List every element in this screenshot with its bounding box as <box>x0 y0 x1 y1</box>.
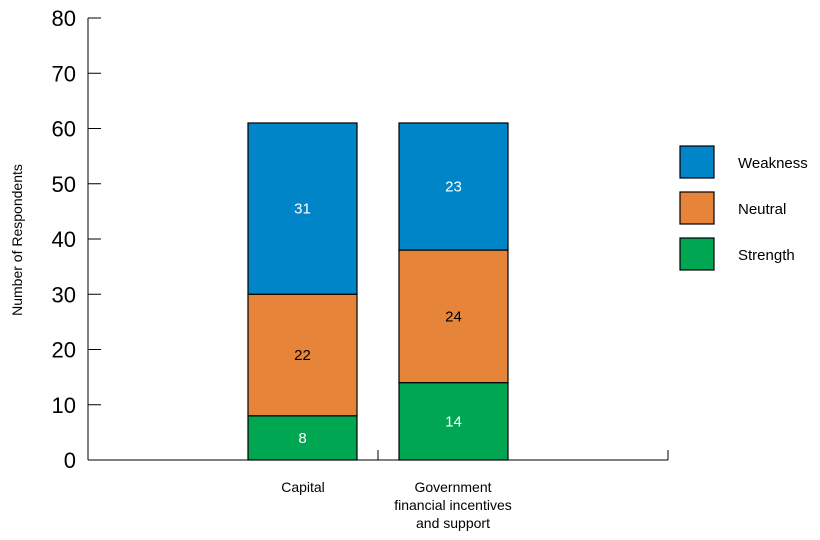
y-tick-label: 40 <box>52 227 76 252</box>
bar-segment-strength <box>398 382 509 461</box>
y-tick-label: 80 <box>52 6 76 31</box>
data-label: 31 <box>294 201 311 218</box>
legend-swatch-weakness <box>679 145 715 179</box>
data-label: 14 <box>445 413 462 430</box>
bar-segment-neutral <box>247 293 358 417</box>
bar-segment-weakness <box>247 122 358 295</box>
legend-swatch-strength <box>679 237 715 271</box>
data-label: 23 <box>445 179 462 196</box>
y-tick-label: 30 <box>52 282 76 307</box>
data-label: 22 <box>294 347 311 364</box>
y-tick-label: 0 <box>64 448 76 473</box>
data-label: 8 <box>298 430 306 447</box>
y-tick-label: 50 <box>52 172 76 197</box>
bars: 8 22 31 14 24 23 <box>247 122 509 461</box>
y-tick-label: 20 <box>52 338 76 363</box>
y-axis-title: Number of Respondents <box>9 164 25 316</box>
bar-segment-neutral <box>398 249 509 384</box>
bar-segment-weakness <box>398 122 509 251</box>
legend-label-strength: Strength <box>738 247 795 264</box>
bar-segment-strength <box>247 415 358 461</box>
legend-swatch-neutral <box>679 191 715 225</box>
data-label: 24 <box>445 308 462 325</box>
x-category-label: Capital <box>281 479 325 495</box>
y-axis-title-text: Number of Respondents <box>9 164 25 316</box>
y-tick-label: 60 <box>52 117 76 142</box>
y-tick-label: 70 <box>52 61 76 86</box>
legend: Weakness Neutral Strength <box>679 145 808 271</box>
y-tick-label: 10 <box>52 393 76 418</box>
axes: 0 10 20 30 40 50 60 70 80 Capital Government financ… <box>52 6 669 531</box>
legend-label-neutral: Neutral <box>738 201 786 218</box>
legend-label-weakness: Weakness <box>738 155 808 172</box>
x-category-label: Government financial incentives and suppor… <box>394 479 512 531</box>
